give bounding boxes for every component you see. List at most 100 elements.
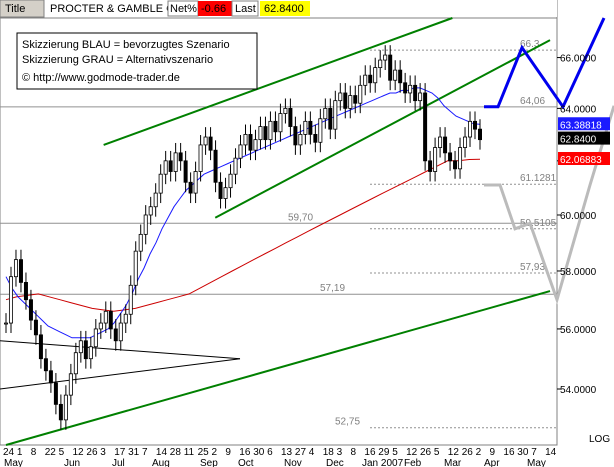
- candle-body: [93, 328, 98, 348]
- x-day-label: 7: [531, 447, 537, 458]
- candle-body: [323, 107, 328, 120]
- candle-body: [303, 120, 308, 135]
- x-day-label: 12: [448, 447, 460, 458]
- x-month-label: Sep: [200, 458, 218, 467]
- x-day-label: 28: [170, 447, 182, 458]
- last-value: 62.8400: [264, 3, 304, 15]
- x-month-label: Apr: [484, 458, 500, 467]
- x-day-label: 25: [198, 447, 210, 458]
- annotation-line-3: © http://www.godmode-trader.de: [22, 72, 180, 84]
- x-day-label: 29: [378, 447, 390, 458]
- candle-body: [413, 84, 418, 102]
- x-day-label: 5: [434, 447, 440, 458]
- moving-average-blue: [5, 87, 481, 339]
- candle-body: [313, 133, 318, 143]
- x-day-label: 12: [406, 447, 418, 458]
- x-day-label: 24: [3, 447, 15, 458]
- candle-body: [148, 206, 153, 216]
- candle-body: [263, 126, 268, 141]
- x-day-label: 27: [295, 447, 307, 458]
- candle-body: [298, 133, 303, 146]
- price-label-red: 62.06883: [560, 155, 602, 166]
- y-axis: 54.000056.000058.000060.000062.000064.00…: [557, 54, 610, 396]
- candle-body: [43, 358, 48, 372]
- candle-body: [393, 69, 398, 81]
- candle-body: [473, 120, 478, 130]
- candle-body: [28, 299, 33, 321]
- candle-body: [453, 160, 458, 170]
- candlesticks: [4, 45, 482, 430]
- candle-body: [363, 74, 368, 86]
- candle-body: [248, 133, 253, 151]
- candle-body: [268, 120, 273, 141]
- candle-body: [348, 95, 353, 109]
- candle-body: [328, 107, 333, 130]
- candle-body: [358, 84, 363, 104]
- candle-body: [53, 382, 58, 405]
- candle-body: [383, 54, 388, 61]
- net-percent-value: -0.66: [201, 3, 226, 15]
- candle-body: [63, 394, 68, 421]
- candle-body: [318, 118, 323, 143]
- candle-body: [208, 136, 213, 151]
- x-month-label: May: [527, 458, 546, 467]
- x-day-label: 8: [31, 447, 37, 458]
- candle-body: [83, 340, 88, 360]
- x-day-label: 2: [476, 447, 482, 458]
- annotation-line-2: Skizzierung GRAU = Alternativszenario: [22, 54, 213, 66]
- x-day-label: 9: [225, 447, 231, 458]
- last-label: Last: [235, 3, 256, 15]
- price-label-box: [558, 151, 610, 165]
- candle-body: [218, 181, 223, 199]
- candle-body: [188, 181, 193, 194]
- x-day-label: 14: [545, 447, 557, 458]
- candle-body: [258, 126, 263, 141]
- x-day-label: 16: [503, 447, 515, 458]
- candle-body: [133, 250, 138, 286]
- title-tab[interactable]: [0, 0, 45, 18]
- x-day-label: 7: [142, 447, 148, 458]
- candle-body: [388, 54, 393, 81]
- candle-body: [343, 92, 348, 109]
- candle-body: [333, 100, 338, 130]
- x-day-label: 4: [309, 447, 315, 458]
- candle-body: [173, 152, 178, 172]
- candle-body: [283, 107, 288, 114]
- title-tab-label: Title: [5, 3, 25, 15]
- x-day-label: 12: [73, 447, 85, 458]
- x-month-label: Jan 2007: [362, 458, 404, 467]
- x-day-label: 5: [59, 447, 65, 458]
- moving-averages: [5, 87, 481, 339]
- candle-body: [238, 144, 243, 159]
- candle-body: [308, 120, 313, 135]
- candle-body: [477, 128, 482, 141]
- level-label: 66.3: [520, 39, 540, 50]
- price-label-blue: 63.38818: [560, 120, 602, 131]
- x-month-label: Jul: [112, 458, 125, 467]
- annotation-line-1: Skizzierung BLAU = bevorzugtes Szenario: [22, 39, 230, 51]
- candle-body: [288, 107, 293, 127]
- candle-body: [33, 319, 38, 336]
- y-tick-label: 56.0000: [560, 325, 597, 336]
- x-month-label: Mar: [444, 458, 462, 467]
- candle-body: [443, 136, 448, 154]
- candle-body: [463, 136, 468, 148]
- candle-body: [428, 160, 433, 172]
- candle-body: [423, 92, 428, 162]
- x-month-label: Nov: [284, 458, 302, 467]
- candle-body: [368, 74, 373, 84]
- level-label: 57,93: [520, 262, 545, 273]
- candle-body: [198, 144, 203, 172]
- candle-body: [273, 120, 278, 133]
- candle-body: [128, 284, 133, 315]
- x-day-label: 16: [239, 447, 251, 458]
- y-tick-label: 54.0000: [560, 385, 597, 396]
- price-label-black: 62.8400: [560, 135, 597, 146]
- x-day-label: 22: [45, 447, 57, 458]
- price-label-box: [558, 131, 610, 145]
- candle-body: [353, 95, 358, 104]
- candle-body: [98, 322, 103, 330]
- candle-body: [278, 113, 283, 133]
- x-day-label: 3: [337, 447, 343, 458]
- log-scale-label: LOG: [589, 434, 610, 445]
